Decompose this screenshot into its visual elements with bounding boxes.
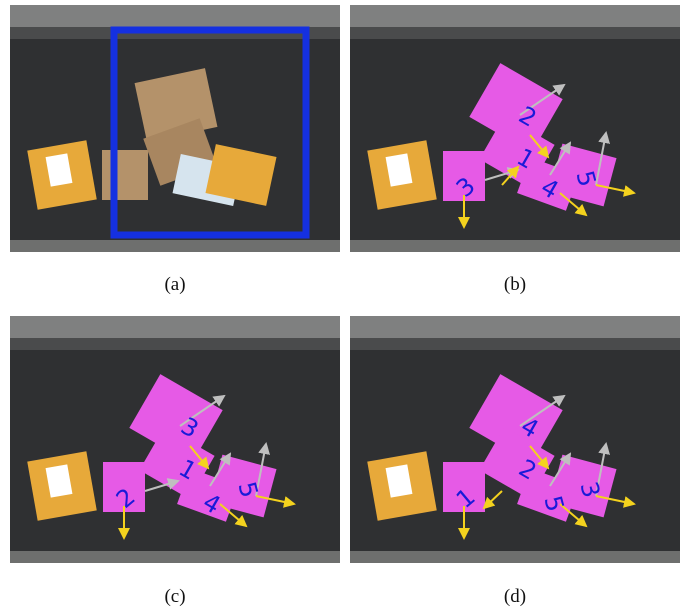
package-label-5: 5 bbox=[538, 493, 569, 515]
panel-a-image bbox=[10, 5, 340, 252]
roi-box-icon bbox=[110, 26, 310, 239]
package-label-3: 3 bbox=[574, 479, 605, 501]
caption-c: (c) bbox=[164, 586, 186, 607]
caption-a: (a) bbox=[164, 274, 186, 295]
mask-5 bbox=[549, 143, 617, 207]
caption-b: (b) bbox=[503, 274, 527, 295]
panel-b-image: 1 2 3 4 5 bbox=[350, 5, 680, 252]
caption-d: (d) bbox=[503, 586, 527, 607]
package-label-5: 5 bbox=[232, 479, 263, 501]
envelope-left bbox=[27, 140, 97, 210]
package-label-5: 5 bbox=[570, 168, 601, 190]
panel-d-image: 1 2 3 4 5 bbox=[350, 316, 680, 563]
mask-3 bbox=[443, 151, 485, 201]
envelope-right bbox=[205, 144, 277, 206]
panel-c-image: 1 2 3 4 5 bbox=[10, 316, 340, 563]
mask-2 bbox=[469, 63, 563, 153]
cardboard-left bbox=[102, 150, 148, 200]
